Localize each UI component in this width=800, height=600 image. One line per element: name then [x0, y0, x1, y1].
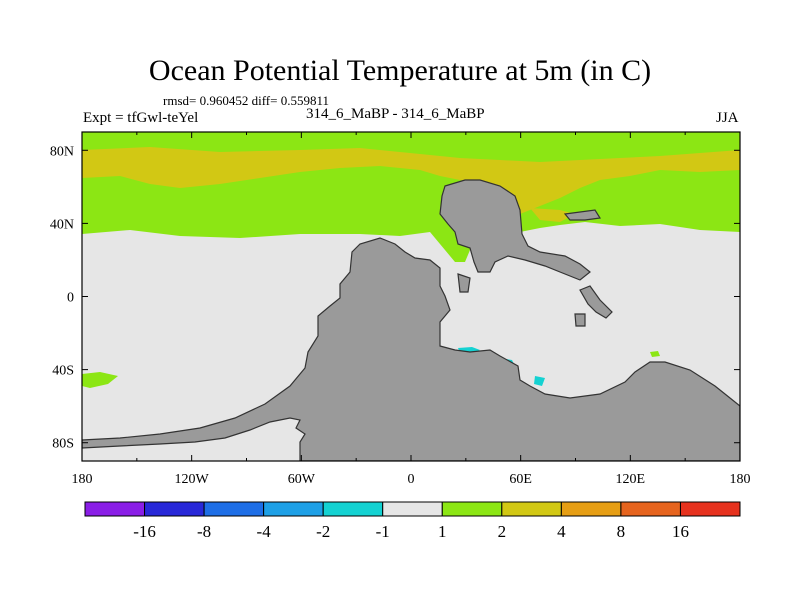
colorbar-swatch	[382, 501, 443, 517]
x-tick-label: 120E	[616, 472, 646, 487]
colorbar-label: -1	[376, 522, 390, 541]
colorbar-swatch	[144, 501, 205, 517]
colorbar-label: -8	[197, 522, 211, 541]
warming-patch-midlat	[530, 208, 575, 222]
x-tick-label: 180	[730, 472, 751, 487]
island-4	[457, 273, 471, 293]
colorbar-swatch	[679, 501, 741, 517]
y-tick-label: 40S	[52, 364, 74, 379]
island-2	[574, 313, 586, 327]
x-tick-label: 60E	[509, 472, 532, 487]
colorbar-swatch	[263, 501, 324, 517]
arctic-warming-patch	[82, 147, 740, 214]
experiment-label: Expt = tfGwl-teYel	[83, 110, 199, 126]
colorbar-swatch	[203, 501, 265, 517]
colorbar-label: 16	[672, 522, 689, 541]
y-tick-label: 40N	[50, 217, 74, 232]
island-1	[579, 285, 613, 319]
x-tick-label: 0	[408, 472, 415, 487]
x-tick-label: 180	[72, 472, 93, 487]
colorbar-swatch	[441, 501, 503, 517]
x-tick-label: 60W	[288, 472, 316, 487]
colorbar-swatch	[501, 501, 562, 517]
y-tick-label: 80N	[50, 144, 74, 159]
landmass-north	[439, 179, 591, 281]
x-axis-ticks: 180 120W 60W 0 60E 120E 180	[72, 132, 751, 487]
colorbar-swatch	[322, 501, 384, 517]
colorbar-label: -16	[133, 522, 156, 541]
map-field	[82, 132, 740, 461]
green-dot-indian	[650, 351, 660, 357]
stats-line: rmsd= 0.960452 diff= 0.559811	[163, 93, 329, 108]
season-label: JJA	[716, 110, 739, 126]
colorbar-swatch	[84, 501, 146, 517]
island-3	[563, 209, 602, 221]
south-pacific-green	[82, 372, 118, 388]
y-axis-ticks: 80N 40N 0 40S 80S	[50, 144, 740, 452]
colorbar-label: -4	[257, 522, 272, 541]
cooling-patch-3	[534, 376, 545, 386]
landmass-west	[82, 237, 740, 461]
y-tick-label: 0	[67, 291, 74, 306]
case-label: 314_6_MaBP - 314_6_MaBP	[306, 106, 485, 122]
chart-title: Ocean Potential Temperature at 5m (in C)	[148, 54, 652, 87]
colorbar-swatch	[560, 501, 622, 517]
colorbar-label: 2	[498, 522, 507, 541]
colorbar-label: 8	[617, 522, 626, 541]
colorbar-label: -2	[316, 522, 330, 541]
land-masses	[82, 179, 740, 461]
y-tick-label: 80S	[52, 437, 74, 452]
x-tick-label: 120W	[175, 472, 210, 487]
colorbar-label: 1	[438, 522, 447, 541]
colorbar-label: 4	[557, 522, 566, 541]
colorbar: -16 -8 -4 -2 -1 1 2 4 8 16	[84, 501, 741, 541]
colorbar-swatch	[620, 501, 681, 517]
